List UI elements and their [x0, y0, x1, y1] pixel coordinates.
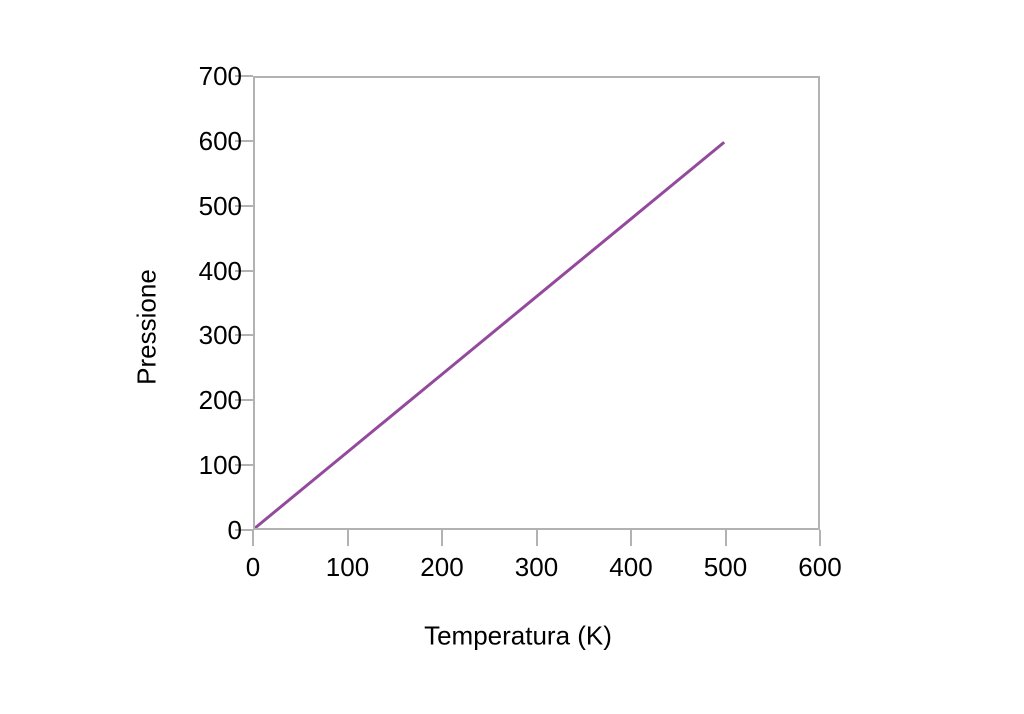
y-tick-label: 400 — [198, 255, 242, 286]
y-axis-title: Pressione — [131, 269, 162, 385]
x-tick-label: 600 — [798, 552, 842, 582]
x-axis-tick — [630, 530, 632, 546]
y-axis-tick — [235, 204, 253, 207]
x-axis-title: Temperatura (K) — [424, 620, 612, 651]
x-tick-label: 400 — [609, 552, 653, 582]
x-tick-label: 300 — [514, 552, 559, 582]
series-line — [255, 141, 726, 528]
x-tick-label: 500 — [703, 552, 748, 582]
x-axis-tick — [724, 530, 727, 546]
x-axis-tick — [252, 530, 254, 546]
y-axis-tick — [235, 464, 253, 467]
y-axis-tick — [235, 399, 253, 402]
y-axis-tick — [235, 334, 253, 337]
data-line-svg — [255, 141, 726, 528]
y-axis-tick — [235, 269, 253, 272]
x-axis-tick — [346, 530, 349, 546]
y-tick-label: 300 — [198, 320, 242, 351]
x-axis-tick — [535, 530, 538, 546]
plot-area — [253, 76, 820, 530]
y-tick-label: 700 — [198, 61, 242, 91]
y-tick-label: 0 — [227, 515, 242, 545]
y-axis-tick — [235, 75, 253, 77]
x-tick-label: 200 — [420, 552, 464, 582]
y-tick-label: 100 — [198, 450, 242, 481]
y-tick-label: 200 — [198, 385, 242, 416]
x-tick-label: 0 — [245, 552, 261, 582]
x-axis-tick — [441, 530, 443, 546]
x-axis-tick — [819, 530, 821, 546]
y-axis-tick — [235, 529, 253, 531]
y-tick-label: 500 — [198, 190, 242, 221]
y-axis-tick — [235, 139, 253, 142]
y-tick-label: 600 — [198, 125, 242, 156]
x-tick-label: 100 — [325, 552, 370, 582]
